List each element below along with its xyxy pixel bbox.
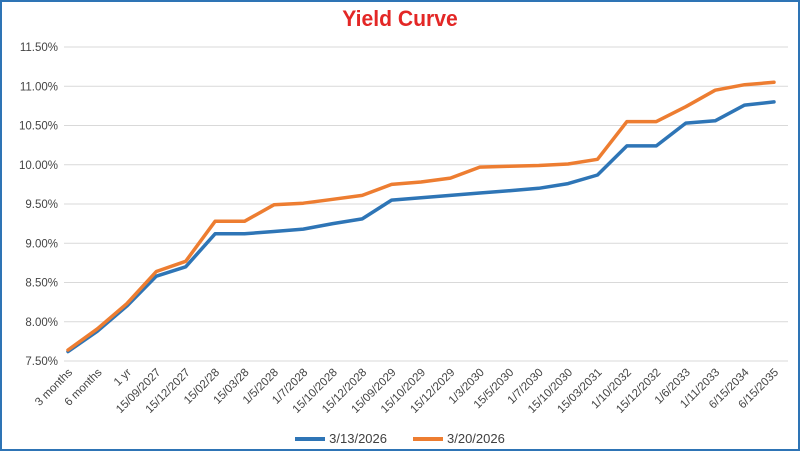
legend-swatch [295,436,326,441]
legend-label: 3/13/2026 [329,431,387,446]
y-axis-tick-label: 10.00% [19,160,58,172]
chart-legend: 3/13/2026 3/20/2026 [2,431,798,446]
y-axis-tick-label: 9.50% [25,199,58,211]
x-axis-tick-label: 1 yr [112,367,134,389]
y-axis-tick-label: 11.00% [20,81,58,93]
y-axis-tick-label: 11.50% [20,42,58,54]
legend-label: 3/20/2026 [447,431,505,446]
y-axis-tick-label: 7.50% [25,356,58,368]
y-axis-tick-label: 10.50% [19,121,58,133]
y-axis-tick-label: 9.00% [25,238,58,250]
series-line-3-13-2026 [66,100,776,354]
chart-title: Yield Curve [342,6,458,31]
series-line-3-20-2026 [66,80,776,352]
legend-item-3-20-2026: 3/20/2026 [413,431,505,446]
y-axis-tick-label: 8.00% [25,317,58,329]
legend-swatch [413,436,443,441]
y-axis-tick-label: 8.50% [25,278,58,290]
legend-item-3-13-2026: 3/13/2026 [295,431,387,446]
